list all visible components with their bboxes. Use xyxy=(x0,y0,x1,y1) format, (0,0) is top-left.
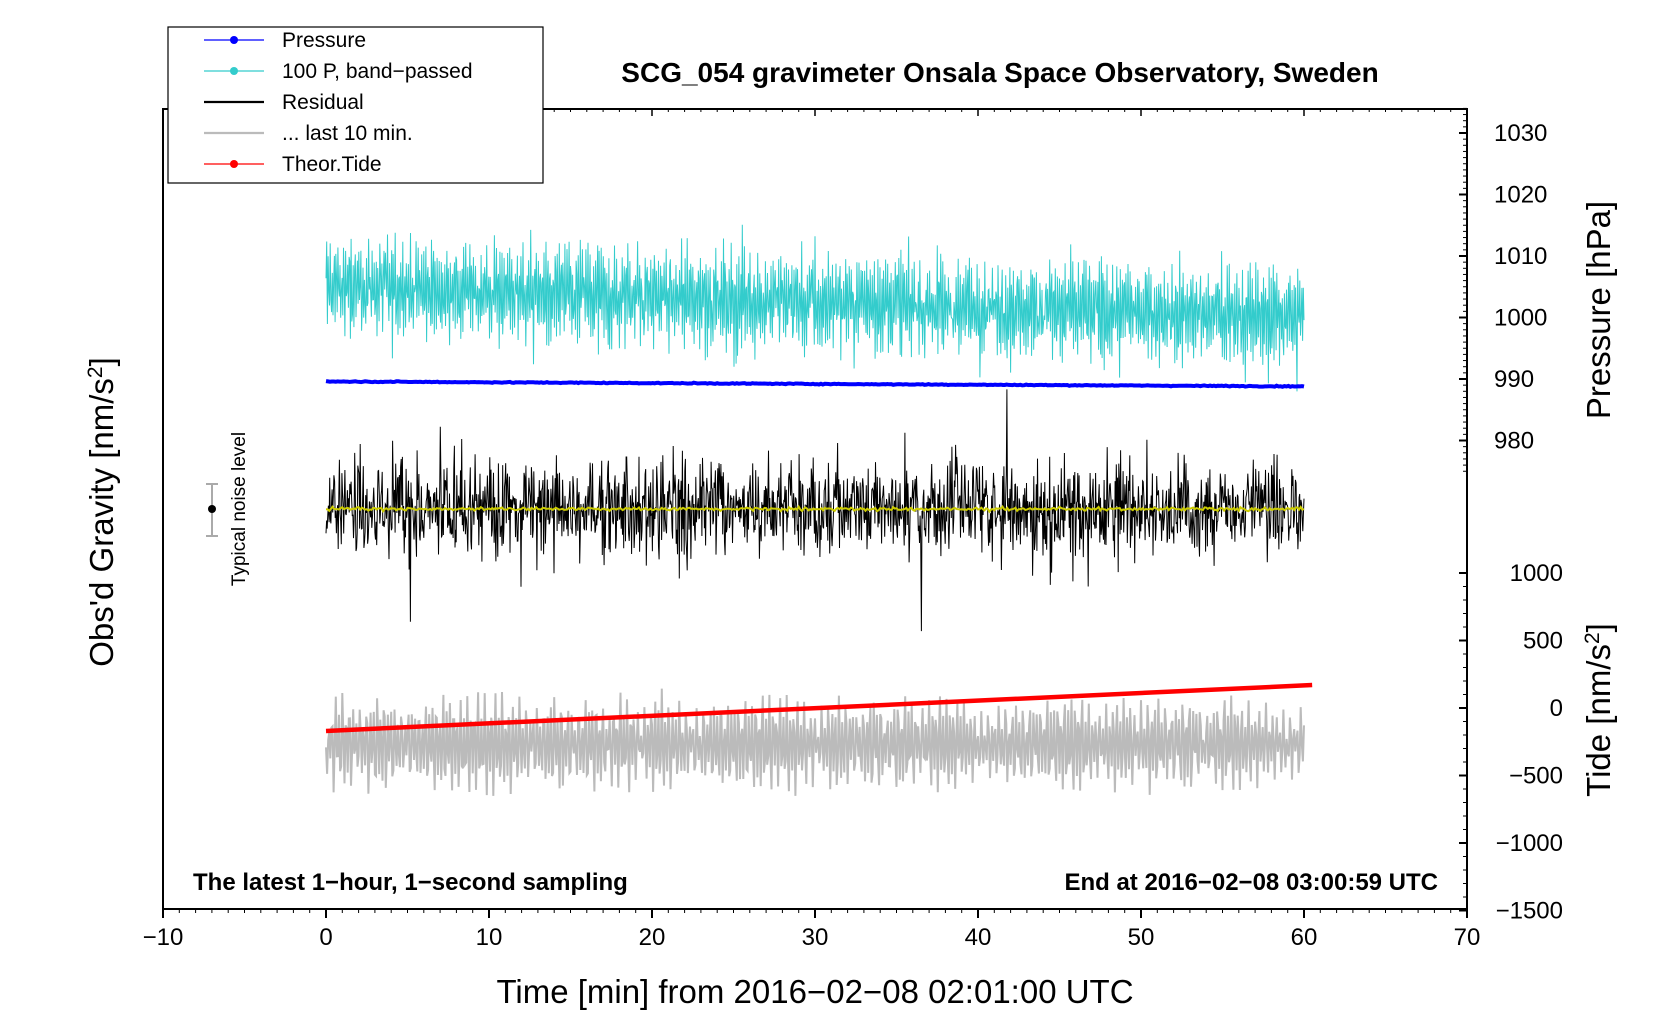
series-pressure xyxy=(325,379,1305,389)
legend-entry: Pressure xyxy=(204,29,366,52)
x-tick-label: 40 xyxy=(965,924,992,951)
tide-axis-title-close: ] xyxy=(1580,623,1617,632)
tide-axis-title-main: Tide [nm/s xyxy=(1580,644,1617,797)
tide-tick-label: 0 xyxy=(1550,695,1563,722)
tide-tick-label: 500 xyxy=(1523,628,1563,655)
legend-entries: Pressure 100 P, band−passed Residual ... la… xyxy=(204,29,473,176)
end-time-annotation: End at 2016−02−08 03:00:59 UTC xyxy=(1064,869,1438,896)
tide-tick-label: −1000 xyxy=(1496,830,1563,857)
legend-entry: 100 P, band−passed xyxy=(204,60,473,83)
x-tick-label: 70 xyxy=(1454,924,1481,951)
series-residual xyxy=(325,389,1305,632)
pressure-axis-ticks: 980 990 1000 1010 1020 1030 xyxy=(1459,107,1547,472)
tide-axis-title: Tide [nm/s2] xyxy=(1580,623,1617,797)
pressure-tick-label: 980 xyxy=(1494,428,1534,455)
x-tick-label: 60 xyxy=(1291,924,1318,951)
legend-label: Pressure xyxy=(282,29,366,52)
legend-entry: Residual xyxy=(204,91,364,114)
tide-axis-ticks: −1500 −1000 −500 0 500 1000 xyxy=(1459,560,1563,925)
x-tick-label: 20 xyxy=(639,924,666,951)
tide-tick-label: −1500 xyxy=(1496,898,1563,925)
y-axis-left-title-close: ] xyxy=(83,357,120,366)
legend-entry: ... last 10 min. xyxy=(204,122,413,145)
legend-box xyxy=(167,26,544,184)
noise-level-indicator: Typical noise level xyxy=(206,432,250,586)
y-axis-left-title-sup: 2 xyxy=(84,366,107,378)
pressure-tick-label: 1000 xyxy=(1494,305,1547,332)
legend-swatch-marker xyxy=(230,36,238,44)
x-tick-label: −10 xyxy=(143,924,184,951)
legend-label: ... last 10 min. xyxy=(282,122,413,145)
y-axis-left-title-main: Obs'd Gravity [nm/s xyxy=(83,378,120,667)
series-residual-smoothed xyxy=(325,504,1305,514)
x-tick-label: 10 xyxy=(476,924,503,951)
x-axis-ticks: −10 0 10 20 30 40 50 60 70 xyxy=(143,109,1481,951)
data-traces xyxy=(325,224,1313,796)
y-axis-left-title: Obs'd Gravity [nm/s2] xyxy=(83,357,120,667)
sampling-annotation: The latest 1−hour, 1−second sampling xyxy=(193,869,628,896)
noise-level-label: Typical noise level xyxy=(229,432,250,586)
legend: Pressure 100 P, band−passed Residual ... la… xyxy=(167,26,544,184)
tide-axis-title-sup: 2 xyxy=(1581,632,1604,644)
pressure-tick-label: 1030 xyxy=(1494,120,1547,147)
tide-tick-label: −500 xyxy=(1509,763,1563,790)
pressure-tick-label: 1020 xyxy=(1494,182,1547,209)
noise-dot xyxy=(208,505,216,513)
pressure-tick-label: 990 xyxy=(1494,366,1534,393)
series-last-10-min xyxy=(325,688,1305,796)
legend-label: Residual xyxy=(282,91,364,114)
legend-swatch-marker xyxy=(230,160,238,168)
x-axis-title: Time [min] from 2016−02−08 02:01:00 UTC xyxy=(496,973,1133,1010)
legend-label: Theor.Tide xyxy=(282,153,382,176)
legend-swatch-marker xyxy=(230,67,238,75)
legend-entry: Theor.Tide xyxy=(204,153,382,176)
x-tick-label: 0 xyxy=(319,924,332,951)
series-theoretical-tide xyxy=(325,682,1313,734)
tide-tick-label: 1000 xyxy=(1510,560,1563,587)
series-band-passed-pressure xyxy=(325,224,1305,392)
legend-label: 100 P, band−passed xyxy=(282,60,473,83)
x-tick-label: 30 xyxy=(802,924,829,951)
pressure-tick-label: 1010 xyxy=(1494,243,1547,270)
x-tick-label: 50 xyxy=(1128,924,1155,951)
chart-title: SCG_054 gravimeter Onsala Space Observat… xyxy=(621,57,1378,88)
pressure-axis-title: Pressure [hPa] xyxy=(1580,201,1617,419)
